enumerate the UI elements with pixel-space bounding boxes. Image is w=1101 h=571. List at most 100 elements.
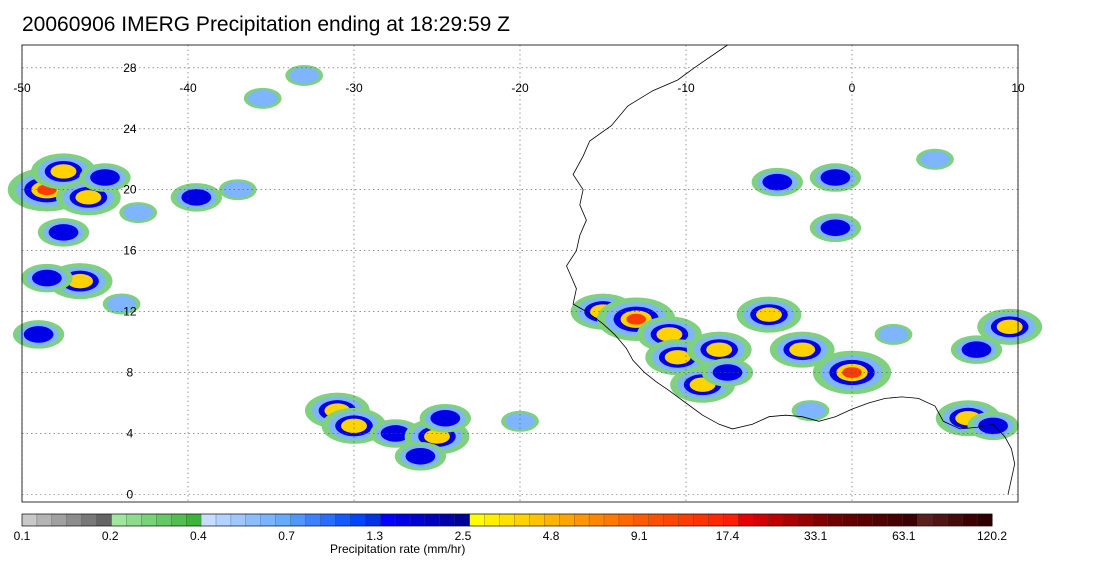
precip-cell [243,87,282,109]
colorbar-label: Precipitation rate (mm/hr) [330,542,466,556]
precip-contour [878,326,909,343]
colorbar-swatch [66,513,83,527]
longitude-labels: -50 -40 -30 -20 -10 0 10 [13,81,1025,95]
precip-contour [978,417,1008,435]
precip-contour [505,413,535,430]
precip-contour [23,326,54,343]
precip-cell [751,167,803,197]
latitude-tick-label: 24 [123,122,137,136]
precip-contour [424,429,450,444]
colorbar-swatch [141,513,157,527]
precip-cell [394,442,447,471]
precip-cell [686,331,752,368]
precip-contour [712,364,743,381]
colorbar-swatch [827,513,844,527]
precip-cell [791,400,830,422]
colorbar-swatch [738,513,754,527]
colorbar-swatch [156,513,172,527]
latitude-tick-label: 4 [127,426,134,440]
colorbar-swatch [678,513,695,527]
precip-contour [289,67,319,84]
colorbar-swatch [81,513,98,527]
colorbar-swatch [917,513,933,527]
colorbar-swatch [842,513,859,527]
latitude-tick-label: 20 [123,183,137,197]
colorbar-tick-label: 4.8 [543,529,560,543]
precip-contour [50,164,77,179]
colorbar-tick-label: 0.4 [190,529,207,543]
colorbar-tick-label: 0.1 [14,529,31,543]
precip-cell [419,403,471,433]
precip-contour [961,341,992,358]
colorbar-swatch [96,513,113,527]
precip-cell [950,335,1003,364]
colorbar-swatch [588,513,605,527]
precip-contour [181,189,212,206]
precip-contour [341,418,367,434]
colorbar-swatch [723,513,739,527]
colorbar-swatch [186,513,202,527]
colorbar-swatch [693,513,710,527]
precip-contour [223,181,253,198]
colorbar-tick-label: 17.4 [716,529,740,543]
latitude-tick-label: 12 [123,305,137,319]
colorbar-tick-label: 63.1 [892,529,916,543]
precip-contour [706,342,733,357]
precip-cell [809,213,862,243]
colorbar-swatch [36,513,53,527]
precip-contour [247,90,278,107]
colorbar-swatch [663,513,680,527]
precip-contour [430,409,461,427]
colorbar-tick-label: 9.1 [631,529,648,543]
precip-contour [664,350,691,365]
colorbar-swatch [365,513,381,527]
precip-cell [809,163,862,192]
colorbar-swatch [380,513,396,527]
colorbar-tick-label: 1.3 [366,529,383,543]
colorbar-swatch [947,513,963,527]
precip-contour [32,269,62,287]
colorbar-swatch [887,513,904,527]
colorbar-swatch [529,513,545,527]
colorbar-swatch [424,513,441,527]
colorbar-swatch [350,513,366,527]
precip-cell [916,148,954,170]
colorbar-tick-labels: 0.1 0.2 0.4 0.7 1.3 2.5 4.8 9.1 17.4 33.1 63.1 120.… [14,529,1008,543]
colorbar-swatch [633,513,650,527]
colorbar-swatch [962,513,978,527]
colorbar-swatch [335,513,351,527]
precip-contour [820,219,851,237]
colorbar-tick-label: 0.2 [102,529,119,543]
precip-cell [501,410,539,432]
precip-cell [874,323,913,345]
colorbar-swatch [544,513,560,527]
colorbar-swatch [797,513,814,527]
precip-contour [795,402,826,419]
colorbar-tick-label: 33.1 [804,529,828,543]
latitude-tick-label: 8 [127,366,134,380]
colorbar-swatch [976,513,993,527]
longitude-tick-label: -40 [179,81,197,95]
colorbar-swatch [768,513,784,527]
precip-contour [656,327,683,342]
longitude-tick-label: 0 [849,81,856,95]
precip-cell [119,202,158,224]
latitude-tick-label: 16 [123,244,137,258]
colorbar-frame [21,513,993,527]
precip-cell [967,411,1019,441]
colorbar-swatch [215,513,232,527]
map-frame [21,44,1019,503]
precip-cell [769,331,835,368]
colorbar-swatch [469,513,486,527]
colorbar-swatch [872,513,889,527]
precip-contour [75,190,102,205]
colorbar-swatch [51,513,68,527]
colorbar-swatch [126,513,142,527]
precip-contour [405,448,436,465]
longitude-tick-label: -30 [345,81,363,95]
precip-cell [79,163,131,192]
precip-contour [762,173,793,191]
precip-contour [756,307,782,322]
colorbar-swatch [320,513,336,527]
